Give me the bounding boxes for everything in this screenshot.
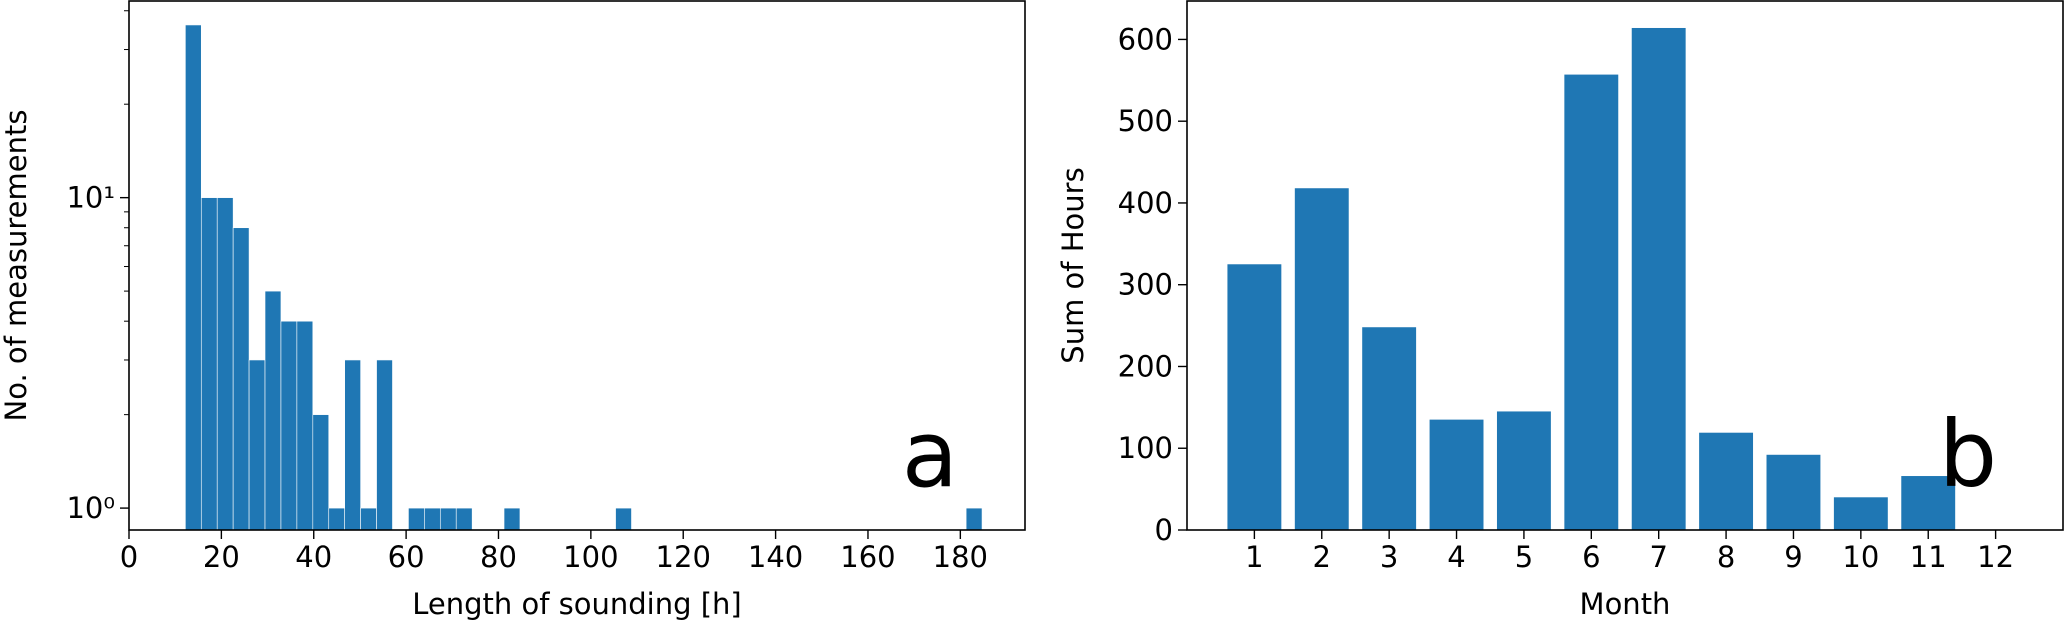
bar xyxy=(1833,497,1888,530)
y-tick-label: 400 xyxy=(1118,186,1173,220)
histogram-bar xyxy=(424,507,441,531)
axes-frame xyxy=(1186,0,2064,531)
x-tick-label: 11 xyxy=(1910,540,1947,574)
y-tick-label: 500 xyxy=(1118,104,1173,138)
histogram-bar xyxy=(408,507,425,531)
bar xyxy=(1766,454,1821,530)
histogram-bar xyxy=(503,507,521,531)
histogram-bar xyxy=(455,507,473,531)
x-tick-label: 100 xyxy=(563,540,618,574)
y-axis-label: Sum of Hours xyxy=(1056,167,1090,363)
y-tick-label: 200 xyxy=(1118,349,1173,383)
x-tick-label: 40 xyxy=(295,540,332,574)
y-tick-label: 0 xyxy=(1155,513,1173,547)
x-axis-label: Length of sounding [h] xyxy=(412,587,742,621)
chart: 0 20 40 60 80 100 120 140 160 180 10⁰ 10¹ Length of … xyxy=(0,0,1026,621)
histogram-bar xyxy=(360,507,377,531)
histogram-bar xyxy=(376,359,393,531)
bar xyxy=(1496,411,1551,530)
x-tick-label: 8 xyxy=(1717,540,1735,574)
x-tick-label: 2 xyxy=(1313,540,1331,574)
histogram-bar xyxy=(312,414,330,531)
chart: 1 2 3 4 5 6 7 8 9 10 11 120100200300400500600MonthS… xyxy=(1056,0,2064,621)
x-tick-label: 12 xyxy=(1977,540,2014,574)
y-tick-label: 100 xyxy=(1118,431,1173,465)
bar xyxy=(1631,27,1686,531)
y-axis-label: No. of measurements xyxy=(0,110,33,422)
histogram-bar xyxy=(615,507,632,531)
x-axis-label: Month xyxy=(1580,587,1671,621)
x-tick-label: 3 xyxy=(1380,540,1398,574)
histogram-bar xyxy=(328,507,345,531)
y-tick-label: 600 xyxy=(1118,22,1173,56)
axes-frame xyxy=(128,0,1026,531)
x-tick-label: 10 xyxy=(1842,540,1879,574)
histogram-bar xyxy=(344,359,361,531)
x-tick-label: 4 xyxy=(1447,540,1465,574)
x-tick-label: 60 xyxy=(388,540,425,574)
y-tick-label: 10⁰ xyxy=(66,491,115,525)
histogram-bar xyxy=(200,197,218,531)
x-tick-label: 160 xyxy=(840,540,895,574)
bar xyxy=(1227,264,1282,530)
histogram-bar xyxy=(185,24,202,531)
x-tick-label: 7 xyxy=(1649,540,1667,574)
x-tick-label: 80 xyxy=(480,540,517,574)
histogram-bar xyxy=(232,227,250,531)
histogram-bar xyxy=(216,197,234,531)
histogram-bar xyxy=(965,507,983,531)
y-tick-label: 10¹ xyxy=(66,181,115,215)
x-tick-label: 20 xyxy=(203,540,240,574)
histogram-bar xyxy=(248,359,266,531)
bar xyxy=(1362,327,1417,530)
histogram-bar xyxy=(264,290,282,531)
histogram-bar xyxy=(296,320,314,531)
x-tick-label: 140 xyxy=(748,540,803,574)
x-tick-label: 1 xyxy=(1245,540,1263,574)
histogram-bar xyxy=(280,320,298,531)
x-tick-label: 120 xyxy=(656,540,711,574)
panel-label: b xyxy=(1939,401,1997,508)
histogram-bar xyxy=(439,507,457,531)
x-tick-label: 180 xyxy=(933,540,988,574)
bar xyxy=(1699,432,1754,530)
y-tick-label: 300 xyxy=(1118,268,1173,302)
bar xyxy=(1294,188,1349,530)
x-tick-label: 6 xyxy=(1582,540,1600,574)
x-tick-label: 0 xyxy=(120,540,138,574)
x-tick-label: 5 xyxy=(1515,540,1533,574)
panel-label: a xyxy=(902,401,958,508)
x-tick-label: 9 xyxy=(1784,540,1802,574)
bar xyxy=(1564,74,1619,530)
bar xyxy=(1901,476,1956,530)
bar xyxy=(1429,419,1484,530)
